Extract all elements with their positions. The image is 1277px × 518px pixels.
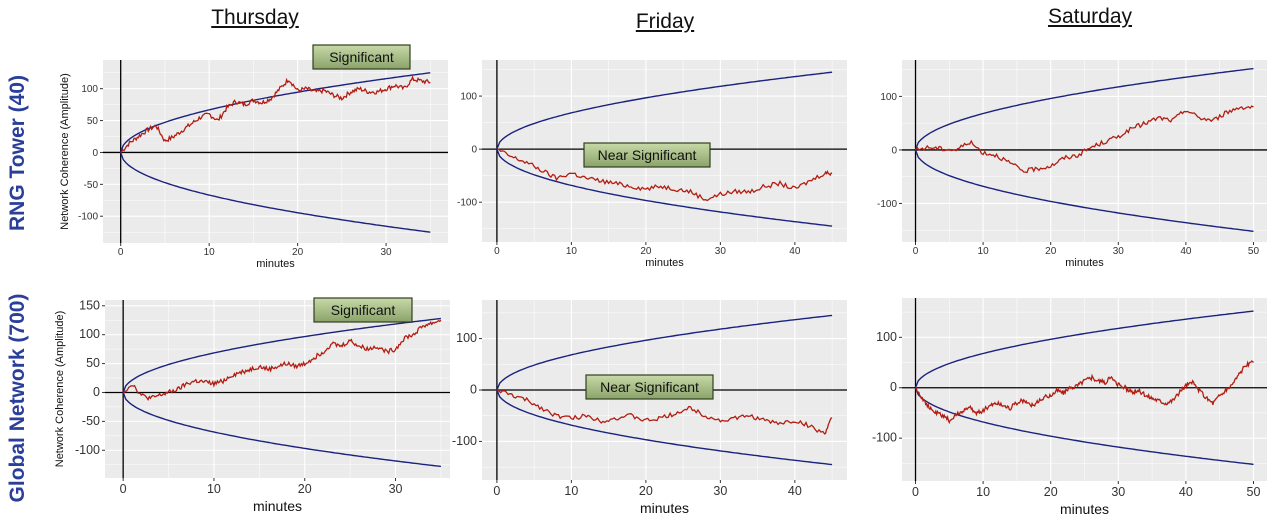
x-tick-label: 20 <box>292 247 304 258</box>
envelope-lower <box>122 392 441 468</box>
x-axis-label: minutes <box>1065 257 1104 269</box>
envelope-upper <box>496 314 833 391</box>
col-title-friday: Friday <box>635 10 695 33</box>
y-tick-label: 0 <box>471 145 477 156</box>
y-tick-label: -100 <box>457 198 477 209</box>
envelope-upper <box>914 67 1254 151</box>
series-walk-0 <box>120 75 431 153</box>
envelope-lower <box>914 149 1254 232</box>
x-axis-label: minutes <box>253 498 302 514</box>
series-walk-0 <box>496 389 833 435</box>
panel-saturday-5: 0 10 20 30 40 50 -100 0 100 minutes <box>872 298 1267 517</box>
annotation-box <box>585 374 714 400</box>
y-axis-label: Network Coherence (Amplitude) <box>59 73 71 230</box>
y-tick-label: 50 <box>86 356 100 370</box>
annotation-box <box>313 297 413 323</box>
x-tick-label: 0 <box>494 246 500 257</box>
x-tick-label: 20 <box>640 246 652 257</box>
panel-thursday-3: 0 10 20 30 -100 -50 0 50 100 150 minutes Network Co… <box>54 297 450 514</box>
y-tick-label: -100 <box>78 212 98 223</box>
x-axis-label: minutes <box>640 500 689 516</box>
envelope-lower <box>914 387 1254 466</box>
annotation-label: Significant <box>331 302 396 318</box>
y-tick-label: 100 <box>79 327 100 341</box>
y-tick-label: 0 <box>92 148 98 159</box>
y-tick-label: 0 <box>890 380 897 394</box>
x-tick-label: 0 <box>912 485 919 499</box>
envelope-upper <box>496 71 833 150</box>
envelope-lower <box>496 148 833 227</box>
x-tick-label: 40 <box>1179 485 1193 499</box>
x-tick-label: 0 <box>913 246 919 257</box>
x-tick-label: 30 <box>1111 485 1125 499</box>
series-walk-0 <box>914 105 1254 174</box>
envelope-lower <box>120 152 431 233</box>
x-tick-label: 40 <box>789 246 801 257</box>
annotation-box <box>583 142 711 168</box>
panel-saturday-2: 0 10 20 30 40 50 -100 0 100 minutes <box>877 60 1267 269</box>
y-tick-label: -50 <box>84 180 99 191</box>
x-tick-label: 30 <box>1113 246 1125 257</box>
envelope-upper <box>914 310 1254 388</box>
y-tick-label: 0 <box>891 145 897 156</box>
x-tick-label: 20 <box>639 484 653 498</box>
x-axis-label: minutes <box>645 257 684 269</box>
x-tick-label: 40 <box>1180 246 1192 257</box>
y-tick-label: 150 <box>79 298 100 312</box>
y-tick-label: 100 <box>876 330 897 344</box>
annotation-label: Near Significant <box>598 147 697 163</box>
series-walk-0 <box>915 360 1254 425</box>
y-tick-label: -50 <box>82 414 100 428</box>
y-tick-label: 50 <box>87 116 99 127</box>
envelope-lower <box>496 389 833 466</box>
x-axis-label: minutes <box>1060 501 1109 517</box>
x-tick-label: 10 <box>204 247 216 258</box>
plot-background <box>103 60 448 243</box>
y-tick-label: 0 <box>93 385 100 399</box>
x-tick-label: 10 <box>566 246 578 257</box>
envelope-upper <box>120 72 431 153</box>
x-tick-label: 20 <box>1044 485 1058 499</box>
x-tick-label: 0 <box>120 482 127 496</box>
x-tick-label: 10 <box>207 482 221 496</box>
x-tick-label: 30 <box>381 247 393 258</box>
x-tick-label: 0 <box>118 247 124 258</box>
x-tick-label: 40 <box>788 484 802 498</box>
x-tick-label: 30 <box>715 246 727 257</box>
annotation-box <box>312 44 411 70</box>
x-tick-label: 10 <box>564 484 578 498</box>
panel-friday-1: 0 10 20 30 40 -100 0 100 minutes Near Significant <box>457 60 847 269</box>
panel-thursday-0: 0 10 20 30 -100 -50 0 50 100 minutes Network Coher… <box>59 44 448 270</box>
y-axis-label: Network Coherence (Amplitude) <box>54 311 66 468</box>
col-title-saturday: Saturday <box>1047 5 1133 28</box>
x-tick-label: 20 <box>1045 246 1057 257</box>
x-tick-label: 30 <box>713 484 727 498</box>
y-tick-label: -100 <box>872 431 897 445</box>
y-tick-label: 100 <box>880 92 897 103</box>
annotation-label: Near Significant <box>600 379 699 395</box>
y-tick-label: 100 <box>460 92 477 103</box>
y-tick-label: 100 <box>456 331 477 345</box>
y-tick-label: -100 <box>877 199 897 210</box>
x-tick-label: 10 <box>978 246 990 257</box>
plot-background <box>105 300 450 478</box>
y-tick-label: -100 <box>75 443 100 457</box>
series-walk-0 <box>496 148 833 202</box>
envelope-upper <box>122 317 441 393</box>
x-tick-label: 50 <box>1248 246 1260 257</box>
x-tick-label: 50 <box>1247 485 1261 499</box>
col-title-thursday: Thursday <box>211 6 299 29</box>
series-walk-0 <box>123 319 442 401</box>
x-tick-label: 30 <box>389 482 403 496</box>
x-tick-label: 20 <box>298 482 312 496</box>
annotation-label: Significant <box>329 49 394 65</box>
y-tick-label: 100 <box>81 84 98 95</box>
x-tick-label: 0 <box>493 484 500 498</box>
y-tick-label: -100 <box>452 434 477 448</box>
y-tick-label: 0 <box>470 383 477 397</box>
x-tick-label: 10 <box>976 485 990 499</box>
x-axis-label: minutes <box>256 258 295 270</box>
panel-friday-4: 0 10 20 30 40 -100 0 100 minutes Near Significant <box>452 300 847 516</box>
